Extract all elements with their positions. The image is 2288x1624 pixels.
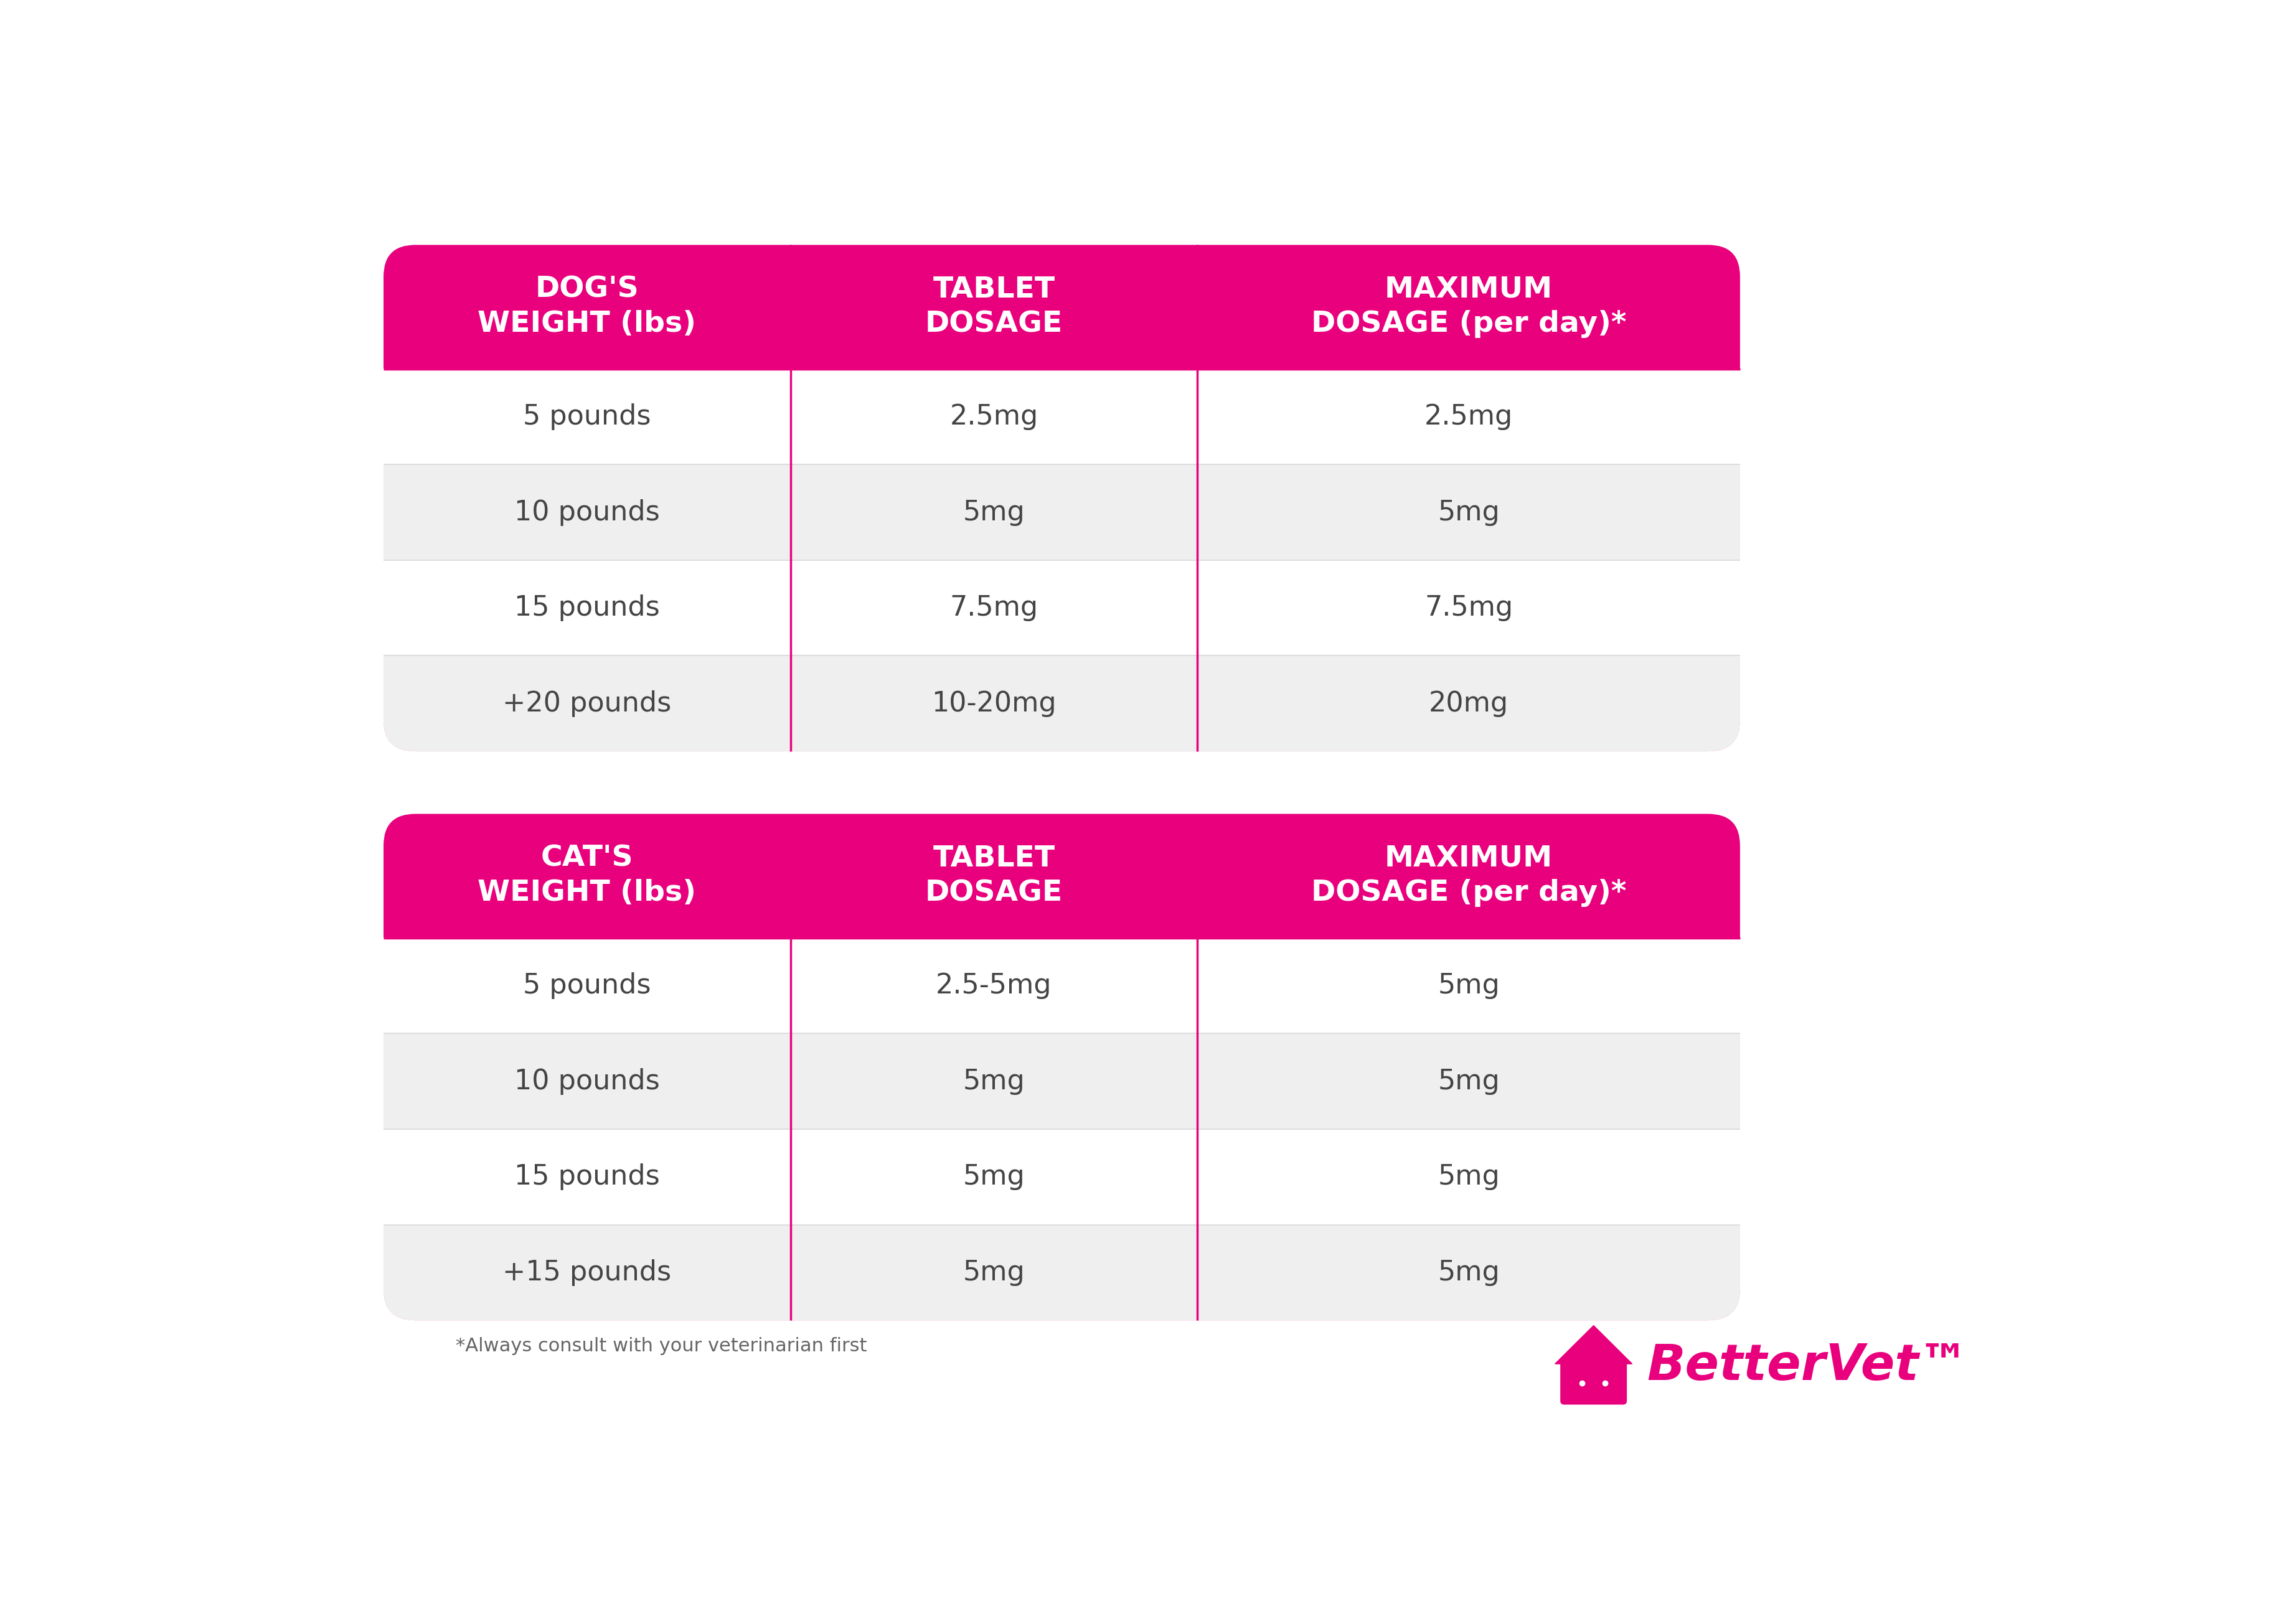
Text: 5 pounds: 5 pounds	[524, 403, 652, 430]
Text: 10 pounds: 10 pounds	[515, 1069, 659, 1095]
Text: 5mg: 5mg	[963, 1163, 1025, 1190]
Text: 5mg: 5mg	[1437, 499, 1499, 526]
Polygon shape	[1556, 1325, 1631, 1364]
FancyBboxPatch shape	[1560, 1359, 1627, 1405]
Text: *Always consult with your veterinarian first: *Always consult with your veterinarian f…	[455, 1337, 867, 1354]
Bar	[384, 656, 1739, 719]
Bar	[384, 939, 1739, 1033]
Bar	[384, 369, 1739, 401]
Text: +15 pounds: +15 pounds	[503, 1259, 670, 1286]
Text: 2.5mg: 2.5mg	[950, 403, 1039, 430]
FancyBboxPatch shape	[384, 939, 1739, 1320]
Bar	[384, 1129, 1739, 1224]
Bar	[384, 560, 1739, 656]
Text: 5mg: 5mg	[1437, 1163, 1499, 1190]
Text: 7.5mg: 7.5mg	[950, 594, 1039, 622]
Text: 5mg: 5mg	[1437, 973, 1499, 999]
Text: 15 pounds: 15 pounds	[515, 1163, 659, 1190]
Text: CAT'S
WEIGHT (lbs): CAT'S WEIGHT (lbs)	[478, 844, 696, 908]
Text: DOG'S
WEIGHT (lbs): DOG'S WEIGHT (lbs)	[478, 276, 696, 338]
Text: 5mg: 5mg	[963, 1259, 1025, 1286]
Text: 5mg: 5mg	[1437, 1069, 1499, 1095]
Text: 5mg: 5mg	[963, 499, 1025, 526]
FancyBboxPatch shape	[384, 814, 1739, 1320]
Text: 2.5mg: 2.5mg	[1425, 403, 1512, 430]
Bar	[384, 369, 1739, 464]
Text: 7.5mg: 7.5mg	[1425, 594, 1512, 622]
FancyBboxPatch shape	[384, 1224, 1739, 1320]
Bar	[384, 937, 1739, 970]
Bar	[384, 1033, 1739, 1129]
Text: 10 pounds: 10 pounds	[515, 499, 659, 526]
Text: 5mg: 5mg	[963, 1069, 1025, 1095]
FancyBboxPatch shape	[384, 245, 1739, 752]
Text: 15 pounds: 15 pounds	[515, 594, 659, 622]
FancyBboxPatch shape	[384, 656, 1739, 752]
Text: 2.5-5mg: 2.5-5mg	[936, 973, 1052, 999]
FancyBboxPatch shape	[384, 369, 1739, 752]
Text: 10-20mg: 10-20mg	[931, 690, 1057, 716]
Bar	[384, 1224, 1739, 1288]
Text: MAXIMUM
DOSAGE (per day)*: MAXIMUM DOSAGE (per day)*	[1311, 276, 1627, 338]
Text: +20 pounds: +20 pounds	[503, 690, 670, 716]
Text: BetterVet™: BetterVet™	[1647, 1341, 1968, 1390]
Text: MAXIMUM
DOSAGE (per day)*: MAXIMUM DOSAGE (per day)*	[1311, 844, 1627, 908]
Text: 5 pounds: 5 pounds	[524, 973, 652, 999]
Text: TABLET
DOSAGE: TABLET DOSAGE	[924, 844, 1064, 908]
Text: 5mg: 5mg	[1437, 1259, 1499, 1286]
Bar	[384, 464, 1739, 560]
Text: 20mg: 20mg	[1428, 690, 1508, 716]
Text: TABLET
DOSAGE: TABLET DOSAGE	[924, 276, 1064, 338]
